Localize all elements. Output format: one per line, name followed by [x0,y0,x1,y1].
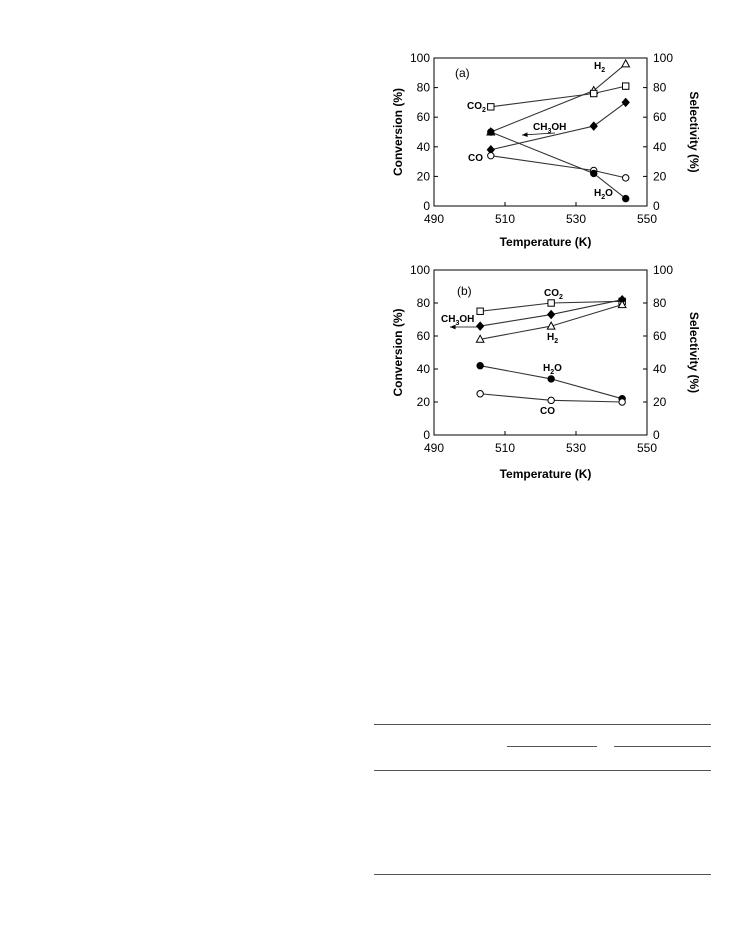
table-group-rule-left [507,746,597,747]
series-annotation: H2O [594,188,613,201]
x-tick-label: 530 [566,441,586,455]
data-point-co [487,151,495,160]
y-axis-label: Conversion (%) [391,88,405,176]
y2-tick-label: 0 [653,428,660,442]
y2-tick-label: 100 [653,51,673,65]
y2-tick-label: 20 [653,169,667,183]
y2-tick-label: 20 [653,395,667,409]
x-tick-label: 490 [424,441,444,455]
data-point-ch3oh [589,121,598,131]
table-header-rule [374,770,711,771]
data-point-co2 [547,299,555,307]
series-annotation: CH3OH [441,314,474,327]
x-tick-label: 530 [566,212,586,226]
series-annotation: CO2 [467,101,486,114]
x-tick-label: 550 [637,441,657,455]
panel-label: (a) [455,66,470,80]
table-group-rule-right [614,746,711,747]
data-point-co2 [622,82,630,90]
series-annotation: CO2 [544,288,563,301]
y2-tick-label: 80 [653,81,667,95]
data-point-h2o [476,362,484,370]
x-axis-label: Temperature (K) [500,467,592,481]
plot-frame [433,57,648,207]
data-point-h2o [487,128,495,136]
y-tick-label: 60 [417,329,431,343]
data-point-co [476,390,484,398]
axis-arrow-head [450,324,456,330]
data-point-ch3oh [546,309,556,320]
y2-axis-label: Selectivity (%) [687,312,701,393]
x-tick-label: 510 [495,212,515,226]
y-tick-label: 80 [417,81,431,95]
data-point-h2 [475,334,485,343]
data-point-h2 [621,58,631,68]
y2-tick-label: 100 [653,263,673,277]
data-point-ch3oh [621,97,630,108]
data-point-co [622,174,630,182]
panel-label: (b) [457,284,472,298]
y-tick-label: 60 [417,110,431,124]
y-tick-label: 80 [417,296,431,310]
data-point-ch3oh [475,321,485,331]
data-point-h2o [590,169,598,178]
y2-tick-label: 80 [653,296,667,310]
data-point-co2 [487,103,495,111]
x-tick-label: 490 [424,212,444,226]
data-point-co [618,398,626,406]
y-tick-label: 40 [417,362,431,376]
y-tick-label: 20 [417,395,431,409]
x-tick-label: 510 [495,441,515,455]
y2-axis-label: Selectivity (%) [687,91,701,172]
data-point-h2 [546,321,556,330]
series-annotation: H2 [594,61,605,74]
series-annotation: H2 [547,332,558,345]
y-tick-label: 40 [417,140,431,154]
x-tick-label: 550 [637,212,657,226]
y-tick-label: 0 [423,199,430,213]
data-point-h2o [547,375,555,383]
y-tick-label: 100 [410,51,430,65]
data-point-co2 [590,89,598,98]
data-point-h2 [617,299,627,309]
series-line-co2 [490,85,626,108]
series-annotation: CO [468,153,483,164]
series-annotation: H2O [543,363,562,376]
y2-tick-label: 0 [653,199,660,213]
series-annotation: CH3OH [533,122,566,135]
y2-tick-label: 60 [653,110,667,124]
y-tick-label: 100 [410,263,430,277]
y-axis-label: Conversion (%) [391,308,405,396]
table-bottom-rule [374,874,711,875]
axis-arrow-head [522,132,528,137]
x-axis-label: Temperature (K) [500,235,592,249]
y2-tick-label: 40 [653,362,667,376]
y2-tick-label: 60 [653,329,667,343]
y2-tick-label: 40 [653,140,667,154]
data-point-h2o [622,194,630,203]
plot-frame [433,269,648,436]
table-top-rule [374,724,711,725]
data-point-co2 [476,307,484,315]
series-annotation: CO [540,406,555,417]
data-point-co [547,396,555,405]
y-tick-label: 0 [423,428,430,442]
y-tick-label: 20 [417,169,431,183]
